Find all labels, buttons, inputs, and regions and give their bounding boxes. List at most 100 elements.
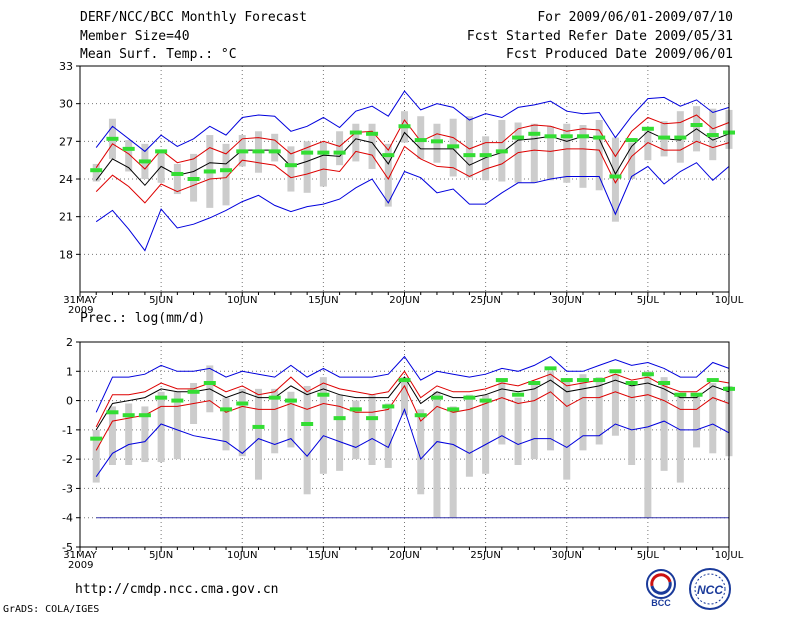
y-tick-label: -5: [62, 541, 73, 554]
green-marker: [252, 424, 265, 429]
green-marker: [90, 168, 103, 173]
ncc-logo: NCC: [689, 568, 731, 610]
green-marker: [674, 135, 687, 140]
range-box: [465, 394, 473, 477]
range-box: [384, 143, 392, 207]
range-box: [611, 137, 619, 222]
y-tick-label: 30: [59, 98, 73, 111]
range-box: [368, 123, 376, 169]
green-marker: [560, 378, 573, 383]
range-box: [498, 380, 506, 445]
green-marker: [576, 134, 589, 139]
x-tick-label: 25JUN: [470, 550, 500, 561]
range-box: [628, 142, 636, 179]
y-tick-label: -1: [62, 424, 73, 437]
chart-panel-2: -5 -4 -3 -2 -1 0 1 2 31MAY 5JUN 10JUN 15JUN 20JUN 25J…: [62, 336, 744, 571]
green-marker: [593, 135, 606, 140]
green-marker: [301, 422, 314, 426]
green-marker: [220, 407, 233, 412]
range-box: [514, 397, 522, 465]
x-tick-label: 20JUN: [389, 550, 419, 561]
range-box: [547, 126, 555, 181]
green-marker: [122, 413, 135, 418]
green-marker: [398, 124, 411, 129]
green-marker: [106, 410, 119, 415]
green-marker: [528, 381, 541, 385]
ncc-logo-ring: [689, 568, 731, 610]
green-marker: [333, 150, 346, 155]
range-box: [401, 377, 408, 416]
series-line-lower: [95, 140, 730, 204]
source-url[interactable]: http://cmdp.ncc.cma.gov.cn: [75, 582, 279, 597]
range-box: [595, 377, 603, 445]
range-box: [271, 388, 279, 454]
green-marker: [171, 398, 184, 403]
green-marker: [479, 153, 492, 158]
range-box: [222, 143, 230, 206]
range-box: [173, 391, 181, 460]
range-box: [125, 403, 133, 465]
x-tick-label: 5JUL: [637, 550, 660, 561]
y-tick-label: 33: [59, 60, 73, 73]
green-marker: [625, 138, 638, 143]
green-marker: [528, 131, 541, 136]
ncc-logo-inner-ring: [694, 573, 726, 605]
range-box: [465, 116, 473, 178]
green-marker: [544, 366, 557, 371]
x-tick-label: 10JUN: [227, 295, 257, 306]
x-tick-label: 15JUN: [308, 550, 338, 561]
range-box: [368, 394, 376, 465]
green-marker: [268, 395, 281, 400]
range-box: [693, 394, 701, 448]
range-box: [222, 397, 230, 451]
range-box: [482, 394, 490, 474]
started-date: Fcst Started Refer Date 2009/05/31: [466, 29, 733, 44]
green-marker: [544, 134, 557, 139]
green-marker: [349, 130, 362, 135]
green-marker: [301, 150, 314, 155]
x-tick-label: 31MAY: [63, 550, 97, 561]
green-marker: [138, 413, 151, 418]
x-tick-label: 5JUN: [149, 295, 173, 306]
x-tick-label: 15JUN: [308, 295, 338, 306]
x-tick-label: 5JUN: [149, 550, 173, 561]
green-marker: [236, 149, 249, 154]
green-marker: [155, 395, 168, 400]
range-box: [92, 163, 100, 182]
green-marker: [382, 404, 395, 409]
range-box: [709, 383, 717, 454]
range-box: [611, 374, 619, 436]
range-box: [563, 380, 571, 480]
y-tick-label: 0: [66, 395, 73, 408]
green-marker: [495, 149, 508, 154]
green-marker: [187, 177, 200, 181]
bcc-logo: BCC: [646, 569, 676, 608]
precip-panel-title: Prec.: log(mm/d): [80, 311, 205, 326]
x-tick-label: 10JUL: [715, 295, 744, 306]
green-marker: [706, 133, 719, 138]
series-line-min: [95, 407, 730, 477]
range-box: [579, 374, 587, 451]
green-marker: [641, 372, 654, 377]
range-box: [660, 377, 668, 471]
ncc-logo-text: NCC: [697, 583, 723, 597]
produced-date: Fcst Produced Date 2009/06/01: [506, 47, 733, 62]
green-marker: [252, 149, 265, 154]
range-box: [173, 163, 181, 195]
green-marker: [366, 416, 379, 421]
x-tick-label: 30JUN: [552, 550, 582, 561]
series-line-upper: [95, 370, 730, 428]
chart-panel-1: 18 21 24 27 30 33 31MAY 5JUN 10JUN 15JUN 20JUN 25JU…: [59, 60, 744, 316]
green-marker: [609, 174, 622, 179]
green-marker: [641, 126, 654, 131]
range-box: [352, 123, 360, 162]
range-box: [547, 371, 555, 451]
green-marker: [690, 392, 703, 397]
series-line-lower: [95, 384, 730, 451]
green-marker: [512, 392, 525, 397]
y-tick-label: 27: [59, 135, 73, 148]
y-tick-label: 18: [59, 248, 73, 261]
green-marker: [495, 378, 508, 383]
green-marker: [560, 134, 573, 139]
y-tick-label: -3: [62, 482, 73, 495]
